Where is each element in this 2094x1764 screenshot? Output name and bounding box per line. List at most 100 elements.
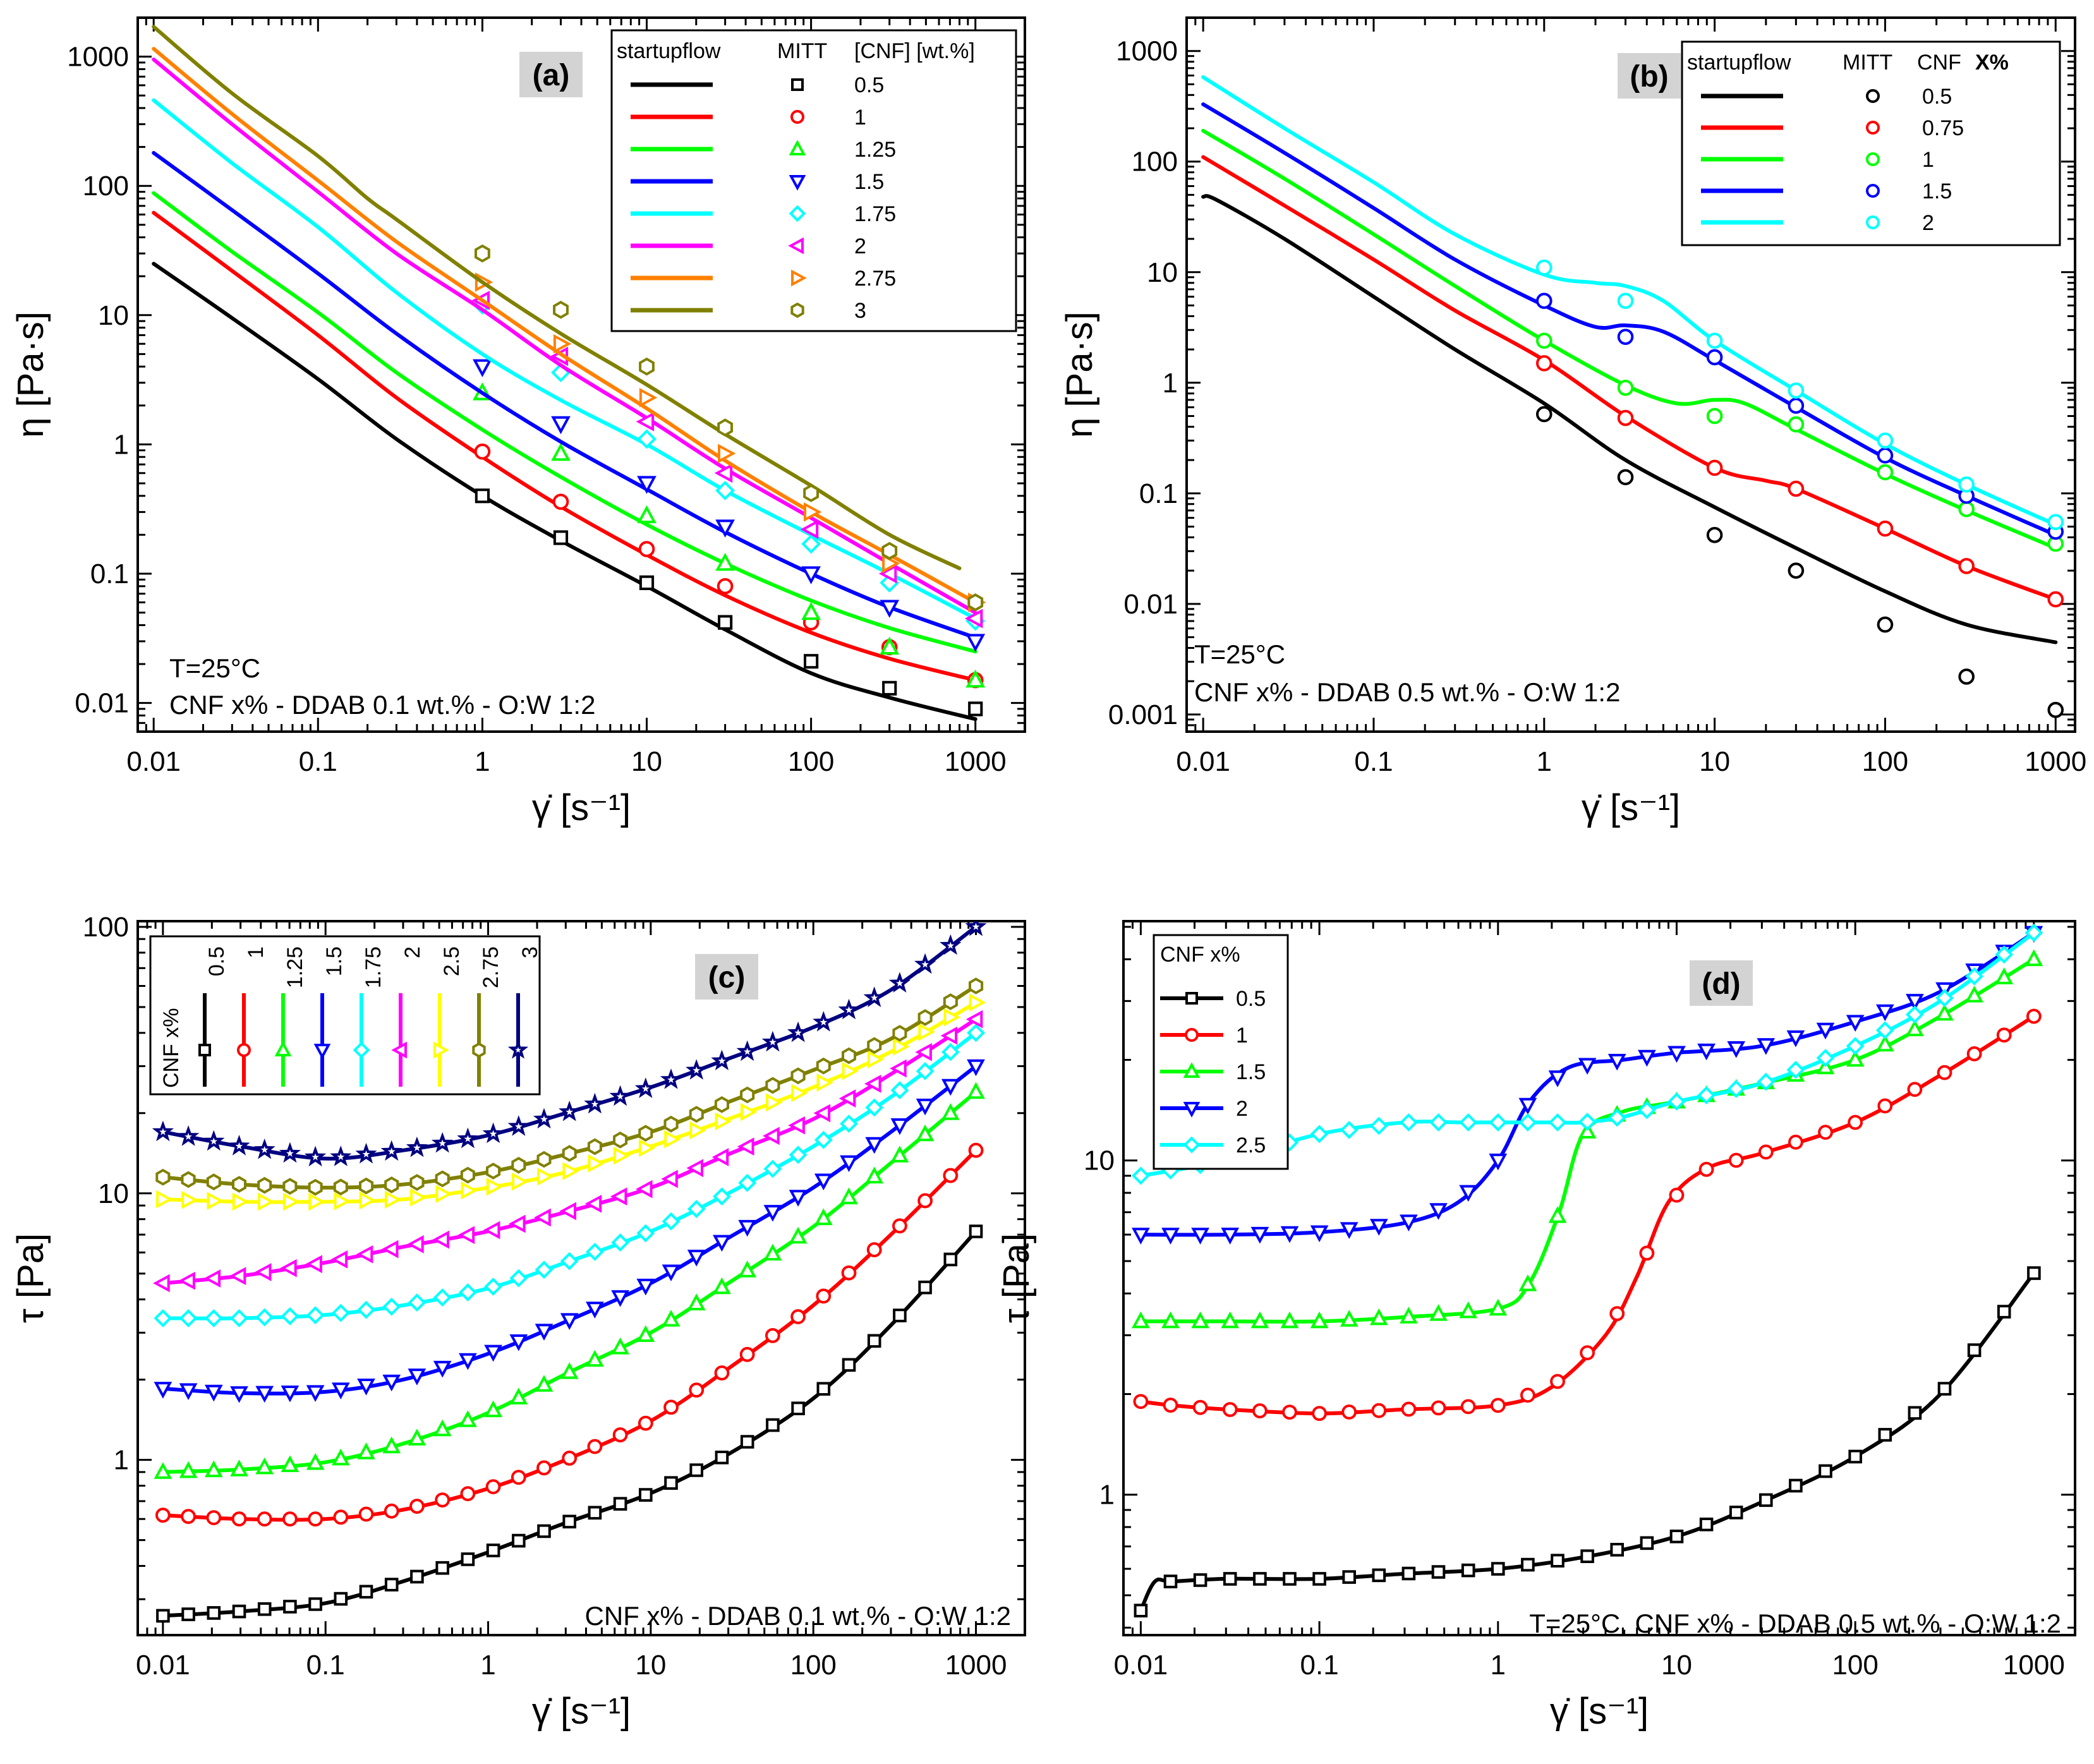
data-point <box>613 1131 628 1149</box>
x-tick-label: 100 <box>788 746 834 777</box>
data-point <box>357 1379 375 1396</box>
data-point <box>1520 1387 1535 1403</box>
data-point <box>1133 1394 1149 1410</box>
data-point <box>560 1252 579 1271</box>
plot-area <box>152 921 987 1623</box>
data-point <box>512 1172 529 1191</box>
data-point <box>207 1192 224 1211</box>
data-point <box>1617 293 1634 310</box>
series-0.5 <box>156 1224 983 1623</box>
data-point <box>306 1453 325 1470</box>
data-point <box>1727 1041 1746 1058</box>
data-point <box>1609 1306 1625 1322</box>
data-point <box>662 1310 681 1327</box>
data-point <box>280 1259 297 1278</box>
legend-label: 1 <box>1236 1024 1248 1048</box>
data-point <box>765 1077 780 1094</box>
data-point <box>711 1049 733 1070</box>
data-point <box>232 1192 250 1211</box>
data-point <box>356 1245 373 1264</box>
data-point <box>1788 397 1805 414</box>
series-1.5 <box>1201 102 2064 540</box>
data-point <box>254 1263 272 1281</box>
data-point <box>382 1436 401 1454</box>
data-point <box>1877 616 1894 633</box>
data-point <box>536 1151 552 1168</box>
data-point <box>863 986 885 1008</box>
data-point <box>1757 1038 1776 1055</box>
x-tick-label: 1000 <box>2024 746 2086 777</box>
data-point <box>1958 668 1975 685</box>
data-point <box>1846 1015 1865 1032</box>
data-point <box>1134 1604 1148 1617</box>
series-2.75 <box>155 977 984 1196</box>
legend-label: 1.75 <box>361 946 385 988</box>
data-point <box>475 488 490 504</box>
data-point <box>1877 447 1894 464</box>
data-point <box>865 1137 884 1154</box>
data-point <box>790 1309 806 1324</box>
data-point <box>813 1011 835 1032</box>
legend-marker <box>353 1041 370 1059</box>
data-point <box>916 1061 935 1080</box>
data-point <box>1906 1019 1924 1037</box>
data-point <box>228 1135 250 1156</box>
data-point <box>943 1008 961 1027</box>
series-line <box>152 191 977 654</box>
data-point <box>203 1269 221 1288</box>
annotation: CNF x% - DDAB 0.5 wt.% - O:W 1:2 <box>1194 677 1620 707</box>
data-point <box>154 1462 172 1479</box>
data-point <box>1191 1228 1209 1245</box>
data-point <box>308 1178 323 1196</box>
data-point <box>713 1277 731 1295</box>
data-point <box>257 1192 275 1211</box>
data-point <box>1788 1134 1803 1150</box>
panel-d: 0.01 0.1 1 10 100 1000 1 10 γ̇ [s⁻¹] τ [Pa] (d) T=2… <box>996 920 2076 1732</box>
data-point <box>1759 1493 1773 1507</box>
data-point <box>943 993 958 1010</box>
data-point <box>1548 1113 1567 1132</box>
legend-marker <box>1183 1136 1201 1154</box>
data-point <box>435 1170 450 1188</box>
data-point <box>609 1085 631 1106</box>
data-point <box>508 1214 526 1233</box>
y-axis-label: τ [Pa] <box>996 1233 1037 1323</box>
data-point <box>1706 332 1723 349</box>
data-point <box>761 1030 784 1052</box>
data-point <box>204 1460 223 1478</box>
data-point <box>638 1415 653 1431</box>
data-point <box>967 593 984 612</box>
data-point <box>1491 1562 1505 1576</box>
plot-area <box>1201 75 2064 718</box>
series-line <box>152 25 962 571</box>
data-point <box>882 553 900 574</box>
data-point <box>637 505 657 524</box>
data-point <box>431 1132 454 1153</box>
x-tick-label: 0.1 <box>306 1650 345 1681</box>
data-point <box>407 1235 424 1254</box>
data-point <box>689 1106 704 1123</box>
data-point <box>813 1104 831 1123</box>
data-point <box>560 1313 579 1331</box>
annotation: T=25°C, CNF x% - DDAB 0.5 wt.% - O:W 1:2 <box>1529 1609 2061 1638</box>
data-point <box>2047 591 2064 608</box>
data-point <box>1310 1225 1329 1243</box>
data-point <box>892 1025 907 1042</box>
data-point <box>560 1362 579 1379</box>
data-point <box>791 1084 808 1102</box>
y-tick-label: 0.01 <box>75 688 129 719</box>
data-point <box>588 1506 602 1520</box>
data-point <box>2024 923 2043 942</box>
data-point <box>1518 1113 1537 1132</box>
data-point <box>1877 1098 1893 1114</box>
data-point <box>382 1374 401 1392</box>
data-point <box>457 1226 475 1245</box>
data-point <box>965 1010 983 1029</box>
series-2 <box>153 1010 983 1293</box>
data-point <box>1965 967 1984 986</box>
data-point <box>663 1399 679 1415</box>
data-point <box>1788 416 1805 433</box>
panel-label: (d) <box>1702 967 1740 1001</box>
data-point <box>791 1401 805 1415</box>
data-point <box>181 1171 196 1188</box>
